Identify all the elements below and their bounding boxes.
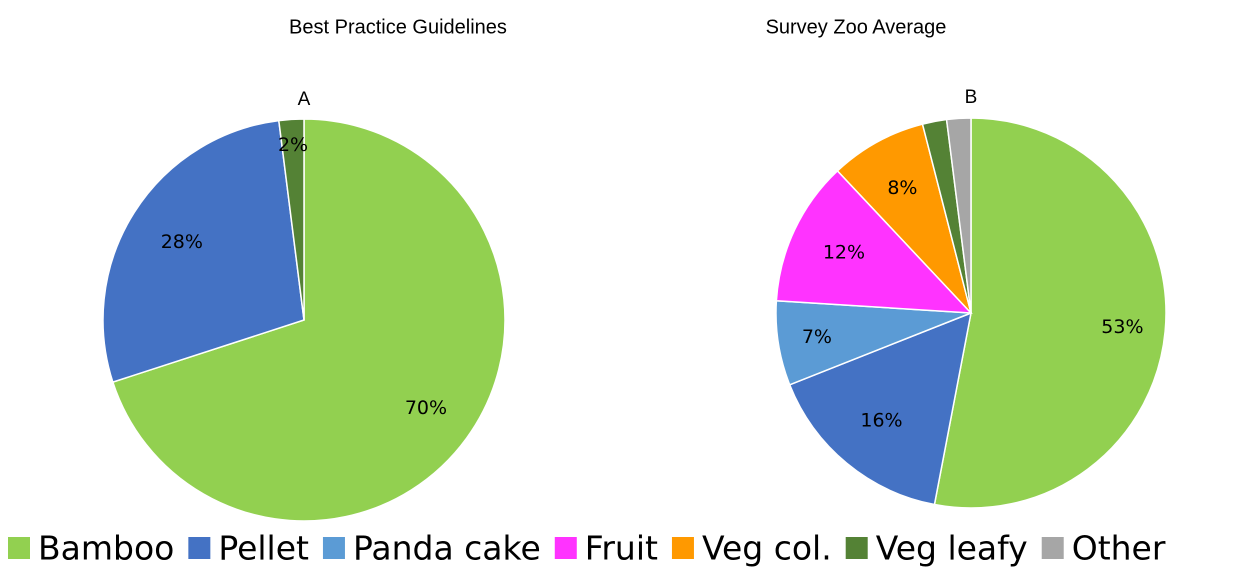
pie-slice bbox=[933, 117, 1167, 509]
data-label: 70% bbox=[405, 397, 447, 419]
legend-swatch bbox=[322, 537, 345, 559]
chart-letter: A bbox=[298, 89, 311, 110]
data-label: 12% bbox=[823, 242, 865, 264]
data-label: 2% bbox=[278, 134, 308, 156]
pie-slice bbox=[775, 169, 973, 314]
chart-title: Best Practice Guidelines bbox=[289, 16, 507, 38]
legend-label: Veg col. bbox=[702, 529, 832, 568]
legend-label: Bamboo bbox=[38, 529, 174, 568]
legend-label: Veg leafy bbox=[876, 529, 1028, 568]
pie-slice bbox=[788, 311, 972, 506]
legend-label: Fruit bbox=[585, 529, 658, 568]
data-label: 53% bbox=[1101, 316, 1143, 338]
legend-swatch bbox=[845, 537, 868, 559]
legend-label: Pellet bbox=[218, 529, 309, 568]
pie-slice bbox=[102, 119, 305, 384]
chart-title: Survey Zoo Average bbox=[766, 16, 947, 38]
legend-swatch bbox=[554, 537, 577, 559]
legend-swatch bbox=[1041, 537, 1064, 559]
pie-slice bbox=[836, 123, 972, 314]
legend-label: Panda cake bbox=[353, 529, 541, 568]
pie-slice bbox=[277, 118, 305, 321]
data-label: 7% bbox=[802, 326, 832, 348]
chart-letter: B bbox=[965, 87, 978, 108]
pie-slice bbox=[111, 118, 506, 522]
legend-swatch bbox=[8, 537, 30, 559]
legend-swatch bbox=[188, 537, 211, 559]
legend-swatch bbox=[671, 537, 694, 559]
pie-slice bbox=[945, 117, 972, 314]
data-label: 8% bbox=[887, 177, 917, 199]
data-label: 16% bbox=[860, 410, 902, 432]
legend-label: Other bbox=[1072, 529, 1166, 568]
data-label: 28% bbox=[161, 231, 203, 253]
